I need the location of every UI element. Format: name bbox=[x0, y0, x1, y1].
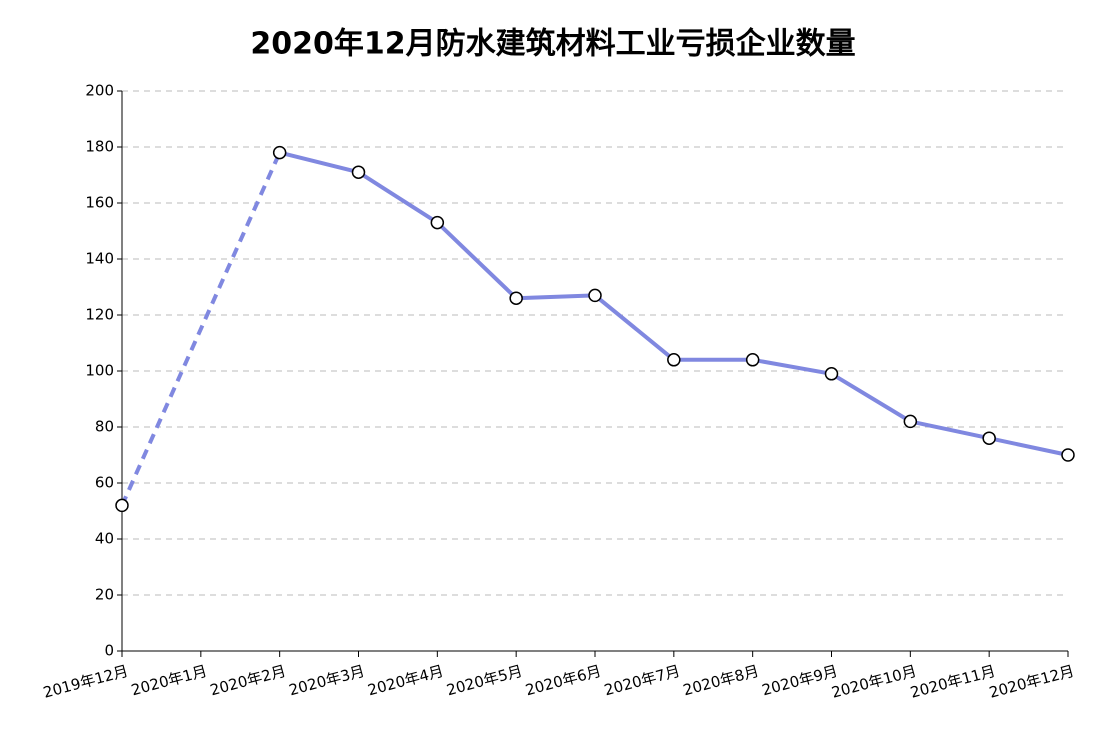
point bbox=[272, 145, 287, 160]
y-tick-label: 40 bbox=[95, 530, 114, 548]
y-tick-label: 100 bbox=[85, 362, 114, 380]
point bbox=[115, 498, 129, 513]
y-tick-label: 120 bbox=[85, 306, 114, 324]
x-tick-label: 2020年10月 bbox=[830, 662, 919, 702]
point bbox=[588, 288, 602, 303]
x-tick-label: 2020年8月 bbox=[681, 662, 761, 700]
y-tick-label: 180 bbox=[85, 138, 114, 156]
point bbox=[745, 353, 760, 367]
gap-bridge bbox=[120, 151, 282, 507]
point bbox=[903, 414, 918, 429]
chart-title: 2020年12月防水建筑材料工业亏损企业数量 bbox=[250, 27, 855, 62]
point bbox=[430, 215, 445, 230]
point bbox=[509, 291, 523, 305]
y-tick-label: 160 bbox=[85, 194, 114, 212]
y-tick-label: 140 bbox=[85, 250, 114, 268]
line bbox=[279, 150, 1069, 457]
x-tick-label: 2020年4月 bbox=[366, 662, 446, 700]
point bbox=[351, 165, 366, 179]
x-tick-label: 2020年2月 bbox=[208, 662, 288, 700]
x-tick-label: 2019年12月 bbox=[41, 662, 130, 702]
x-tick-label: 2020年12月 bbox=[987, 662, 1076, 702]
y-tick-label: 80 bbox=[95, 418, 114, 436]
point bbox=[1061, 448, 1075, 462]
y-tick-label: 0 bbox=[104, 642, 114, 660]
point bbox=[824, 367, 839, 381]
y-tick-label: 60 bbox=[95, 474, 114, 492]
point bbox=[667, 353, 681, 367]
x-tick-label: 2020年7月 bbox=[602, 662, 682, 700]
x-tick-label: 2020年3月 bbox=[287, 662, 367, 700]
x-tick-label: 2020年6月 bbox=[523, 662, 603, 700]
x-tick-label: 2020年11月 bbox=[908, 662, 997, 702]
point bbox=[982, 431, 996, 445]
x-tick-label: 2020年5月 bbox=[445, 662, 525, 700]
x-tick-label: 2020年9月 bbox=[760, 662, 840, 700]
y-tick-label: 200 bbox=[85, 82, 114, 100]
y-tick-label: 20 bbox=[95, 586, 114, 604]
x-tick-label: 2020年1月 bbox=[129, 662, 209, 700]
